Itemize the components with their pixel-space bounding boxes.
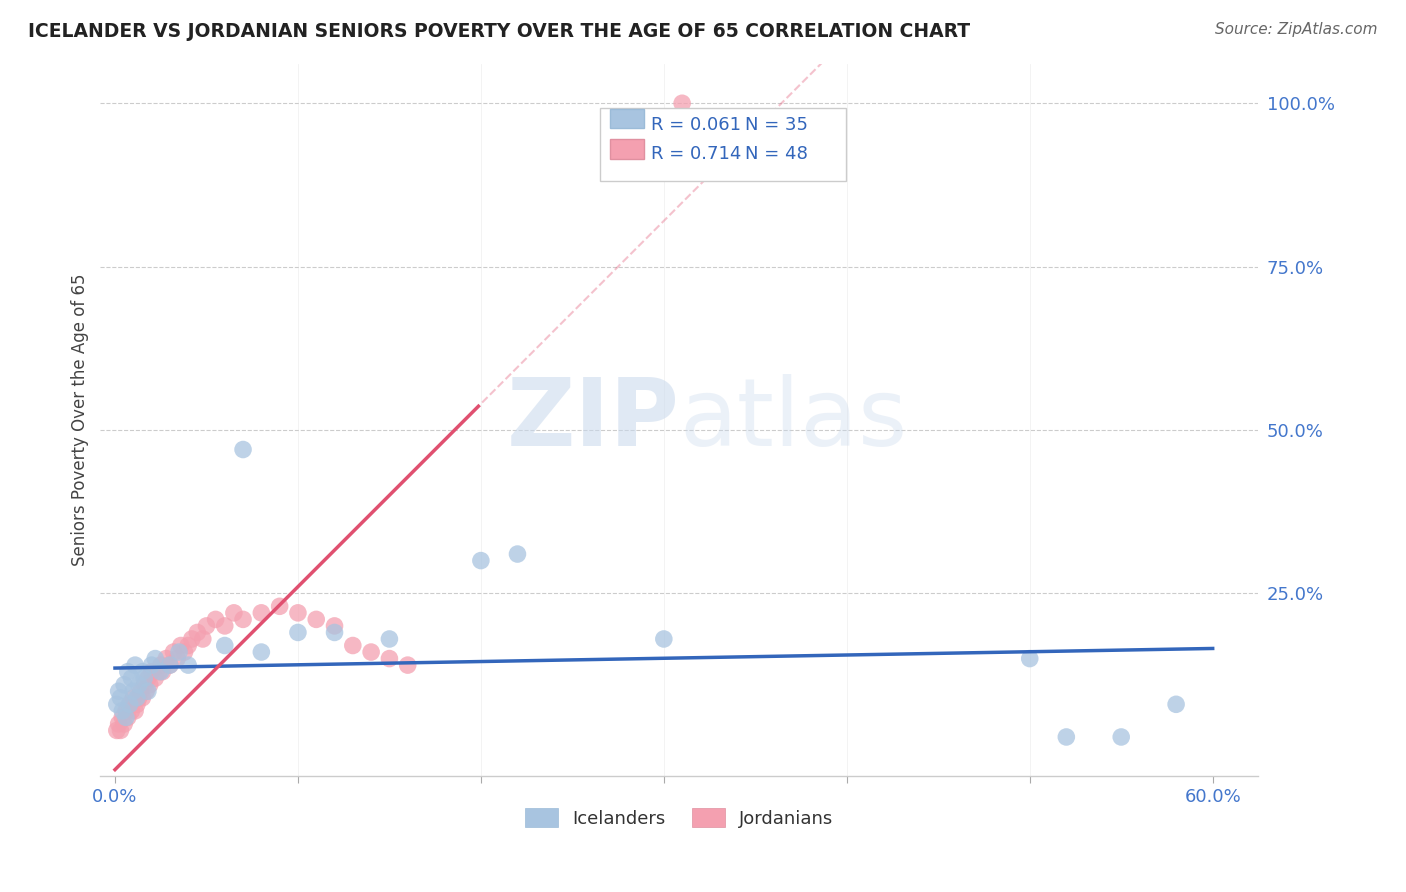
Point bbox=[149, 665, 172, 679]
Point bbox=[214, 639, 236, 653]
Point bbox=[177, 639, 200, 653]
Point bbox=[204, 612, 226, 626]
Point bbox=[1018, 651, 1040, 665]
Point bbox=[155, 651, 177, 665]
Point bbox=[232, 612, 254, 626]
Point bbox=[173, 645, 195, 659]
Point bbox=[112, 678, 135, 692]
Point bbox=[117, 710, 139, 724]
Point bbox=[122, 690, 145, 705]
Point bbox=[128, 690, 150, 705]
Point bbox=[105, 698, 128, 712]
Point bbox=[120, 671, 142, 685]
Point bbox=[378, 651, 401, 665]
Point bbox=[131, 690, 153, 705]
Point bbox=[269, 599, 291, 614]
Point bbox=[124, 658, 146, 673]
Point bbox=[115, 704, 138, 718]
Point bbox=[141, 658, 163, 673]
Point bbox=[122, 684, 145, 698]
Point bbox=[110, 723, 132, 738]
Point bbox=[1054, 730, 1077, 744]
Point bbox=[177, 658, 200, 673]
Point bbox=[250, 606, 273, 620]
Point bbox=[139, 678, 162, 692]
Point bbox=[222, 606, 245, 620]
Point bbox=[287, 606, 309, 620]
Point bbox=[159, 658, 181, 673]
Text: atlas: atlas bbox=[679, 374, 908, 467]
Point bbox=[141, 665, 163, 679]
Legend: Icelanders, Jordanians: Icelanders, Jordanians bbox=[517, 801, 841, 835]
Y-axis label: Seniors Poverty Over the Age of 65: Seniors Poverty Over the Age of 65 bbox=[72, 274, 89, 566]
Point bbox=[128, 678, 150, 692]
Text: ZIP: ZIP bbox=[506, 374, 679, 467]
Point bbox=[143, 651, 166, 665]
Point bbox=[167, 645, 190, 659]
Point bbox=[125, 690, 148, 705]
Point bbox=[342, 639, 364, 653]
Point bbox=[149, 658, 172, 673]
Point bbox=[305, 612, 328, 626]
Point bbox=[110, 690, 132, 705]
Point bbox=[287, 625, 309, 640]
Point bbox=[159, 658, 181, 673]
Point bbox=[506, 547, 529, 561]
Point bbox=[143, 671, 166, 685]
Point bbox=[396, 658, 419, 673]
Point bbox=[125, 698, 148, 712]
Text: R = 0.061: R = 0.061 bbox=[651, 116, 741, 134]
Point bbox=[131, 665, 153, 679]
Point bbox=[360, 645, 382, 659]
Point bbox=[1164, 698, 1187, 712]
Point bbox=[250, 645, 273, 659]
Point bbox=[124, 704, 146, 718]
Point bbox=[136, 684, 159, 698]
Point bbox=[111, 710, 134, 724]
Point bbox=[134, 671, 156, 685]
Point bbox=[135, 684, 157, 698]
Point bbox=[112, 717, 135, 731]
Point bbox=[152, 665, 174, 679]
Point bbox=[214, 619, 236, 633]
Point bbox=[195, 619, 218, 633]
Point bbox=[186, 625, 208, 640]
Point bbox=[129, 684, 152, 698]
Point bbox=[120, 704, 142, 718]
Point bbox=[378, 632, 401, 646]
Text: R = 0.714: R = 0.714 bbox=[651, 145, 741, 163]
Point bbox=[162, 645, 184, 659]
Point bbox=[111, 704, 134, 718]
Point bbox=[136, 671, 159, 685]
Point bbox=[148, 665, 170, 679]
Point bbox=[232, 442, 254, 457]
Point bbox=[118, 698, 141, 712]
Point bbox=[170, 639, 193, 653]
Point bbox=[652, 632, 675, 646]
Point bbox=[323, 619, 346, 633]
Point bbox=[134, 678, 156, 692]
Text: Source: ZipAtlas.com: Source: ZipAtlas.com bbox=[1215, 22, 1378, 37]
Point bbox=[191, 632, 214, 646]
Point bbox=[115, 710, 138, 724]
Point bbox=[323, 625, 346, 640]
Point bbox=[470, 553, 492, 567]
Point bbox=[105, 723, 128, 738]
Text: ICELANDER VS JORDANIAN SENIORS POVERTY OVER THE AGE OF 65 CORRELATION CHART: ICELANDER VS JORDANIAN SENIORS POVERTY O… bbox=[28, 22, 970, 41]
Point bbox=[107, 717, 129, 731]
Point bbox=[118, 698, 141, 712]
Point bbox=[671, 96, 693, 111]
Text: N = 35: N = 35 bbox=[745, 116, 808, 134]
Point bbox=[166, 651, 188, 665]
Point bbox=[180, 632, 202, 646]
Point bbox=[1109, 730, 1132, 744]
Point bbox=[117, 665, 139, 679]
Point bbox=[107, 684, 129, 698]
Text: N = 48: N = 48 bbox=[745, 145, 808, 163]
